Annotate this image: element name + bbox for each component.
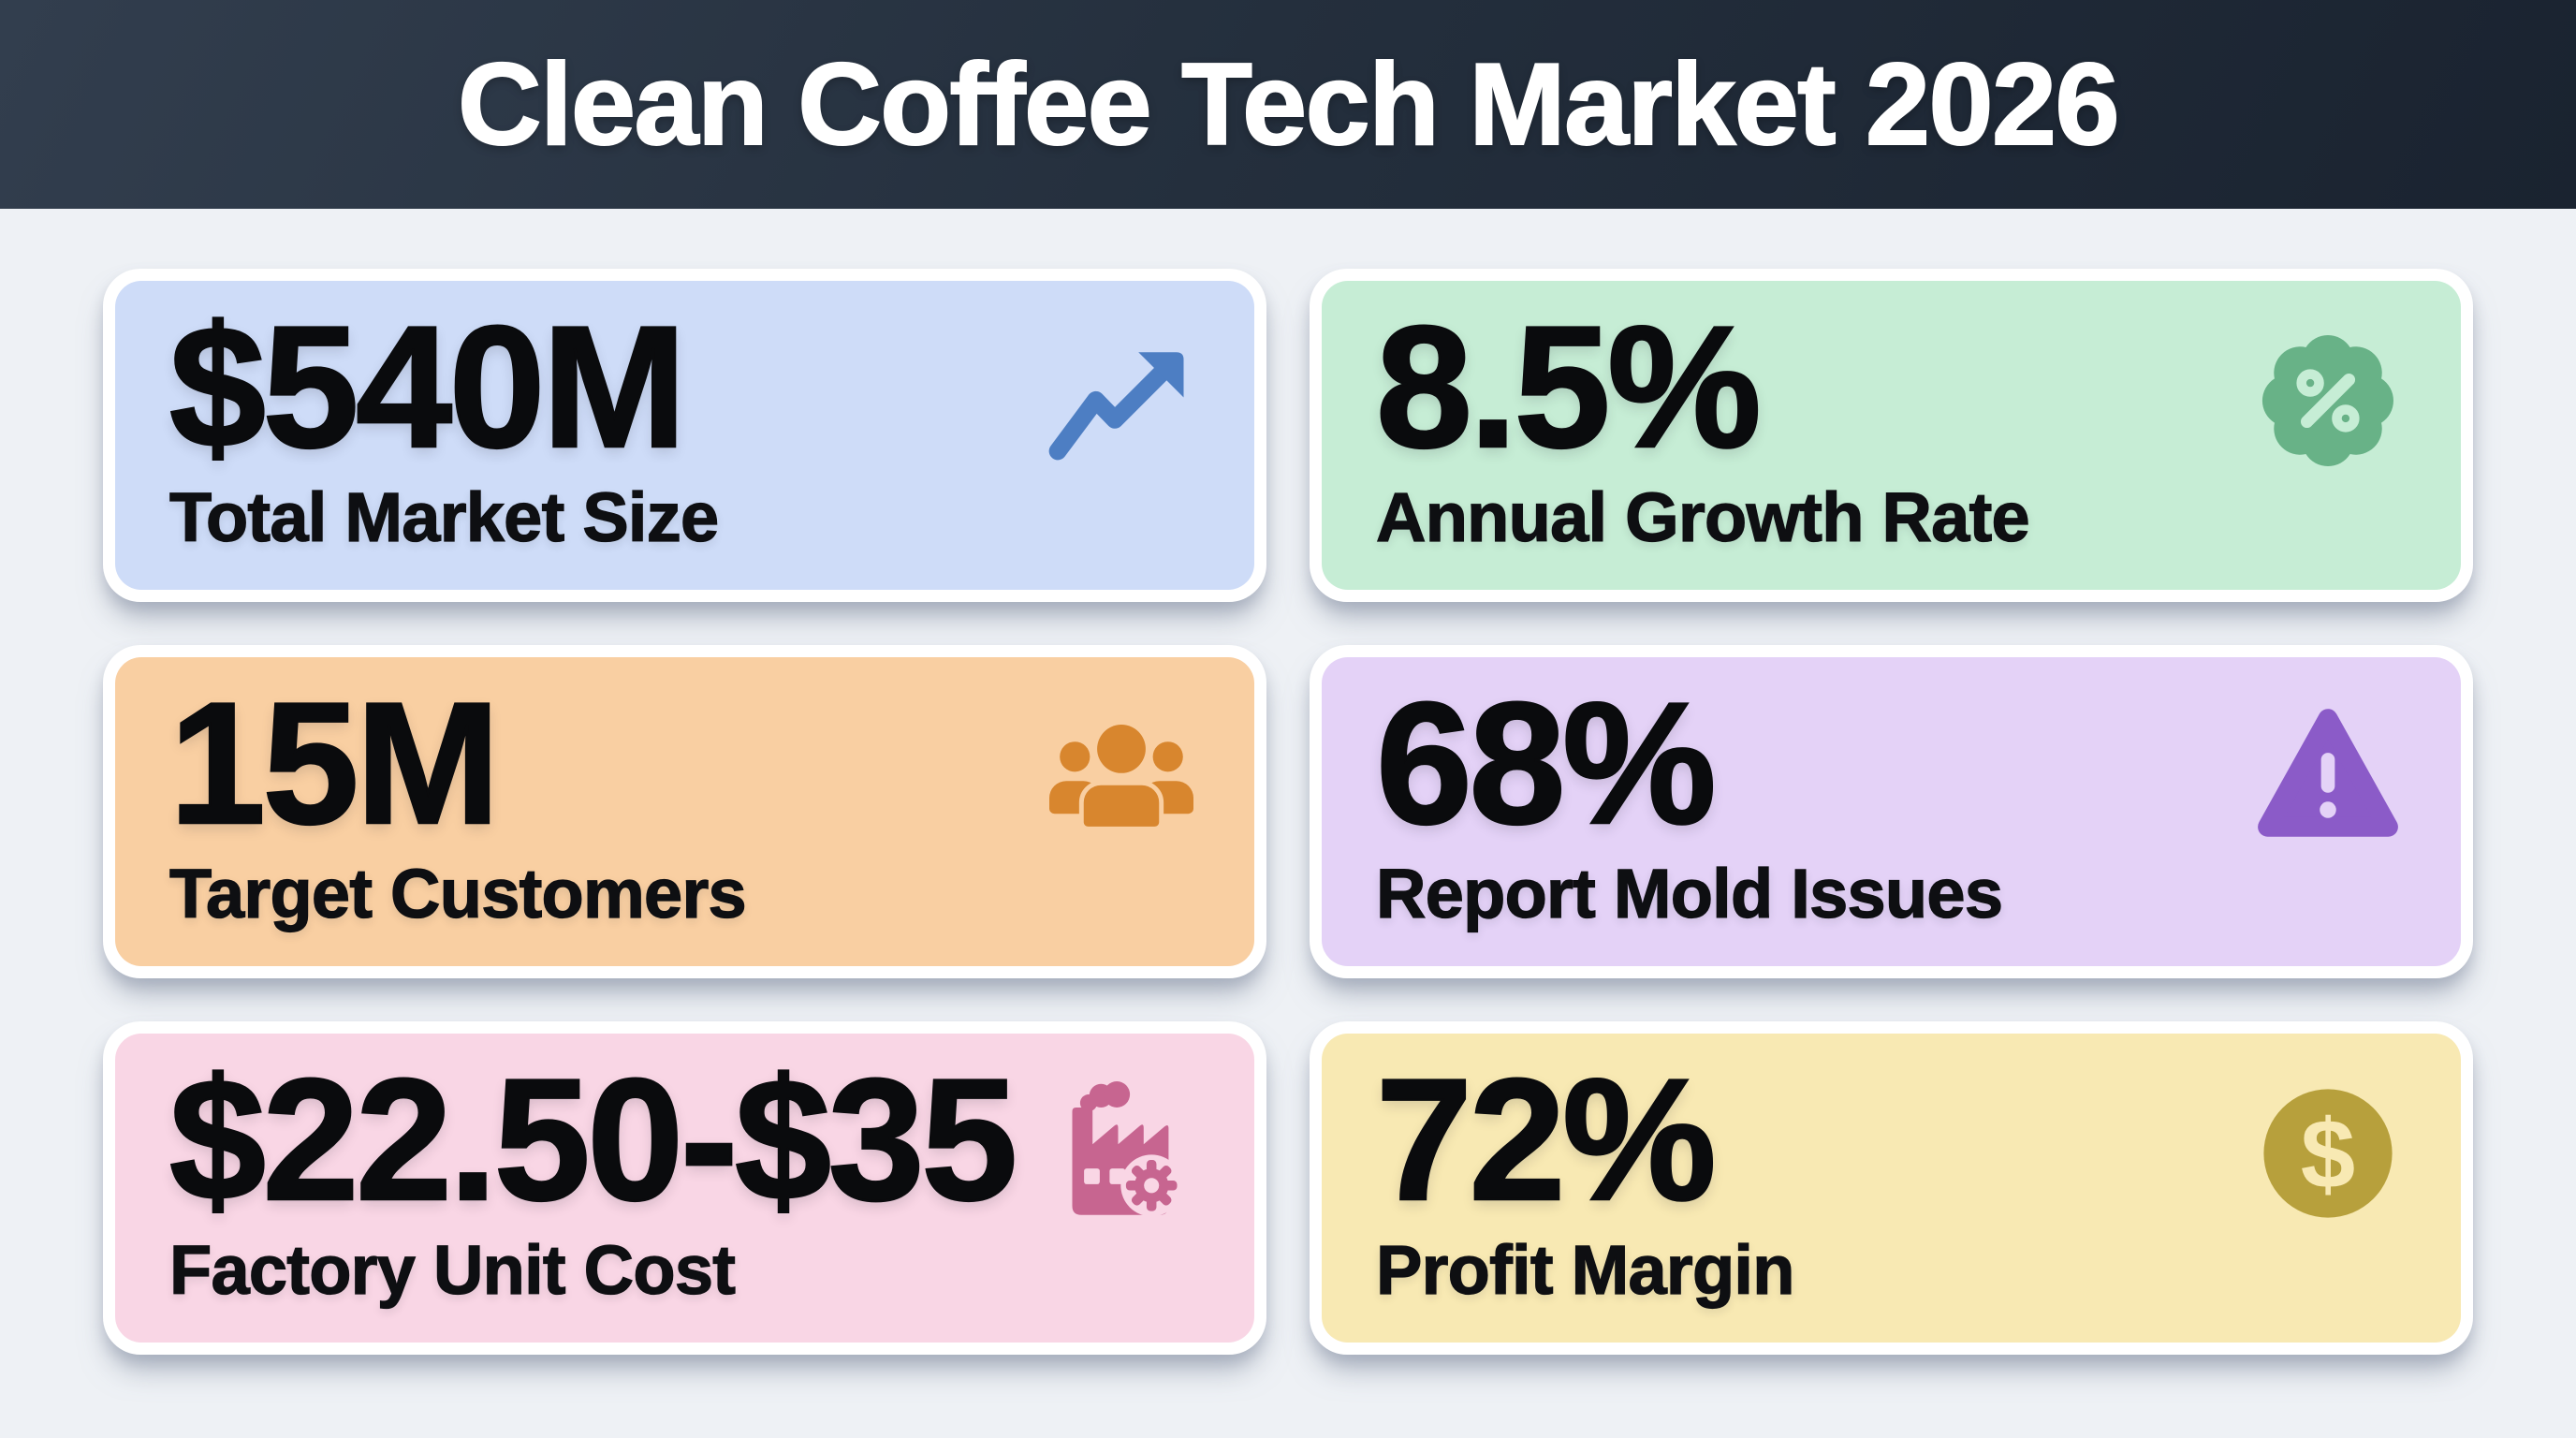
card-annual-growth-rate: 8.5% Annual Growth Rate	[1310, 269, 2473, 602]
card-report-mold-issues-body: 68% Report Mold Issues	[1322, 657, 2461, 966]
metric-label: Profit Margin	[1375, 1231, 1795, 1309]
warning-triangle-icon	[2249, 698, 2407, 856]
header-banner: Clean Coffee Tech Market 2026	[0, 0, 2576, 209]
svg-text:$: $	[2301, 1099, 2355, 1209]
dollar-coin-icon: $	[2249, 1075, 2407, 1232]
metric-card-grid: $540M Total Market Size 8.5% Annual Grow…	[0, 209, 2576, 1355]
metric-value: 68%	[1375, 668, 1718, 860]
users-icon	[1043, 698, 1200, 856]
metric-label: Factory Unit Cost	[168, 1231, 736, 1309]
metric-label: Annual Growth Rate	[1375, 478, 2030, 556]
card-profit-margin-body: 72% Profit Margin $	[1322, 1034, 2461, 1343]
percent-badge-icon	[2249, 322, 2407, 479]
metric-label: Report Mold Issues	[1375, 855, 2003, 932]
metric-label: Total Market Size	[168, 478, 719, 556]
factory-icon	[1043, 1075, 1200, 1232]
metric-value: $22.50-$35	[168, 1044, 1019, 1237]
metric-value: 72%	[1375, 1044, 1718, 1237]
trending-up-icon	[1043, 322, 1200, 479]
card-target-customers-body: 15M Target Customers	[115, 657, 1254, 966]
card-annual-growth-rate-body: 8.5% Annual Growth Rate	[1322, 281, 2461, 590]
metric-value: 8.5%	[1375, 291, 1763, 484]
card-report-mold-issues: 68% Report Mold Issues	[1310, 645, 2473, 978]
card-target-customers: 15M Target Customers	[103, 645, 1266, 978]
card-factory-unit-cost-body: $22.50-$35 Factory Unit Cost	[115, 1034, 1254, 1343]
metric-label: Target Customers	[168, 855, 747, 932]
card-total-market-size-body: $540M Total Market Size	[115, 281, 1254, 590]
card-total-market-size: $540M Total Market Size	[103, 269, 1266, 602]
card-profit-margin: 72% Profit Margin $	[1310, 1021, 2473, 1355]
card-factory-unit-cost: $22.50-$35 Factory Unit Cost	[103, 1021, 1266, 1355]
metric-value: 15M	[168, 668, 502, 860]
metric-value: $540M	[168, 291, 688, 484]
page-title: Clean Coffee Tech Market 2026	[457, 39, 2120, 170]
